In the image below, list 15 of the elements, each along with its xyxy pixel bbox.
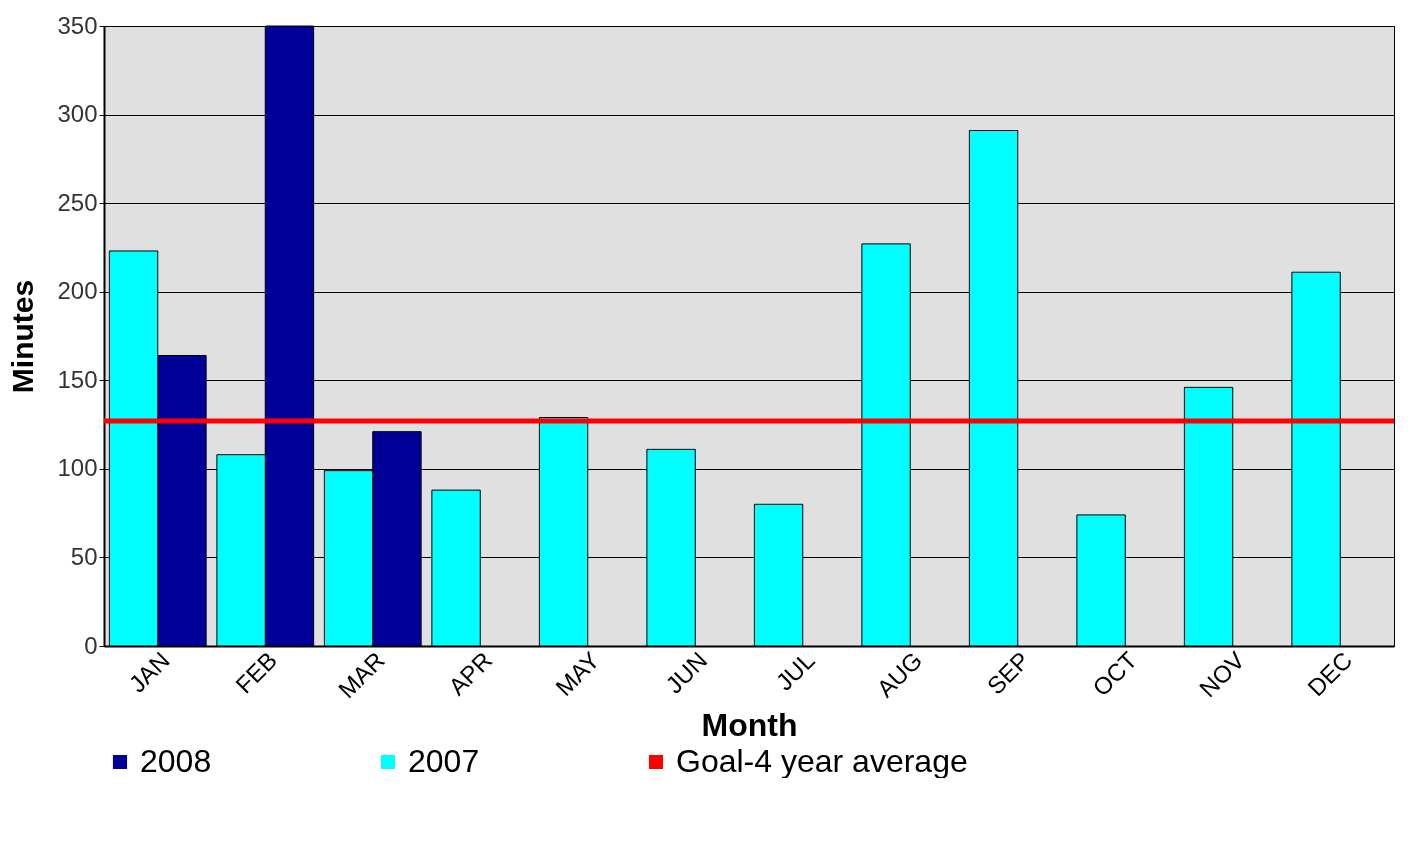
legend-label: 2007 <box>408 743 480 779</box>
y-tick-label: 300 <box>57 100 98 128</box>
legend-label: Goal-4 year average <box>676 743 968 779</box>
y-tick-label: 350 <box>57 11 98 39</box>
y-tick-label: 250 <box>57 188 98 216</box>
y-tick-label: 100 <box>57 454 98 482</box>
y-tick-label: 0 <box>84 631 98 659</box>
y-axis-title: Minutes <box>6 279 40 394</box>
x-axis-title: Month <box>701 707 798 744</box>
y-tick-label: 200 <box>57 277 98 305</box>
x-tick-label: JUL <box>770 646 820 696</box>
x-tick-label: JAN <box>123 646 175 698</box>
legend-label: 2008 <box>140 743 212 779</box>
y-tick-label: 150 <box>57 365 98 393</box>
y-tick-label: 50 <box>70 542 98 570</box>
